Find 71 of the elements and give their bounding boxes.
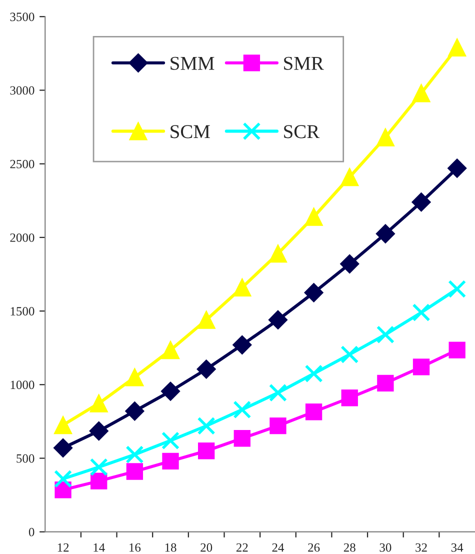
point [126, 463, 144, 480]
point [377, 374, 394, 392]
point [232, 335, 252, 354]
x-tick-label: 20 [200, 543, 212, 552]
x-tick-label: 22 [236, 543, 248, 552]
y-tick-label: 2000 [10, 233, 34, 242]
y-tick-label: 3000 [10, 86, 34, 95]
point [54, 416, 72, 434]
point [125, 402, 144, 421]
legend-label: SMM [170, 56, 214, 70]
legend-label: SCR [284, 125, 320, 138]
point [197, 310, 216, 329]
point [376, 326, 394, 344]
point [304, 208, 323, 226]
point [90, 394, 108, 412]
y-tick-label: 0 [28, 528, 34, 536]
y-tick-label: 1000 [10, 380, 34, 390]
point [54, 470, 72, 488]
point [233, 278, 252, 297]
point [161, 432, 180, 450]
point [197, 416, 216, 435]
x-tick-label: 28 [344, 543, 356, 552]
point [196, 360, 216, 379]
point [89, 421, 108, 441]
point [234, 430, 250, 447]
point [448, 158, 467, 178]
point [412, 192, 431, 212]
point [304, 364, 323, 383]
point [90, 472, 108, 490]
point [198, 442, 215, 460]
x-tick-label: 32 [416, 543, 427, 552]
point [448, 342, 466, 358]
point [340, 168, 359, 186]
x-tick-label: 26 [308, 543, 320, 552]
point [412, 358, 430, 376]
x-tick-label: 12 [58, 543, 69, 552]
point [305, 404, 322, 420]
x-tick-label: 34 [451, 543, 464, 552]
point [268, 384, 288, 402]
point [161, 341, 180, 360]
y-tick-label: 3500 [10, 12, 34, 22]
point [340, 345, 359, 364]
point [304, 283, 324, 302]
point [376, 128, 394, 146]
point [448, 280, 466, 298]
y-tick-label: 1500 [10, 307, 34, 316]
point [233, 400, 252, 419]
y-tick-label: 500 [16, 454, 34, 463]
y-tick-label: 2500 [10, 160, 34, 168]
x-tick-label: 18 [165, 543, 176, 552]
point [126, 368, 144, 386]
point [54, 438, 73, 458]
point [90, 458, 108, 476]
x-tick-label: 24 [272, 543, 284, 552]
point [126, 446, 144, 464]
point [448, 38, 466, 57]
legend-label: SMR [284, 56, 324, 70]
point [412, 303, 430, 322]
point [412, 84, 430, 102]
point [376, 224, 395, 244]
point [341, 390, 358, 406]
point [268, 244, 287, 263]
x-tick-label: 16 [130, 543, 141, 552]
x-tick-label: 14 [94, 543, 105, 552]
point [162, 452, 179, 470]
point [268, 310, 288, 330]
point [270, 418, 286, 434]
point [160, 382, 180, 401]
x-tick-label: 30 [380, 543, 392, 552]
point [340, 254, 360, 274]
legend-label: SCM [170, 125, 210, 138]
